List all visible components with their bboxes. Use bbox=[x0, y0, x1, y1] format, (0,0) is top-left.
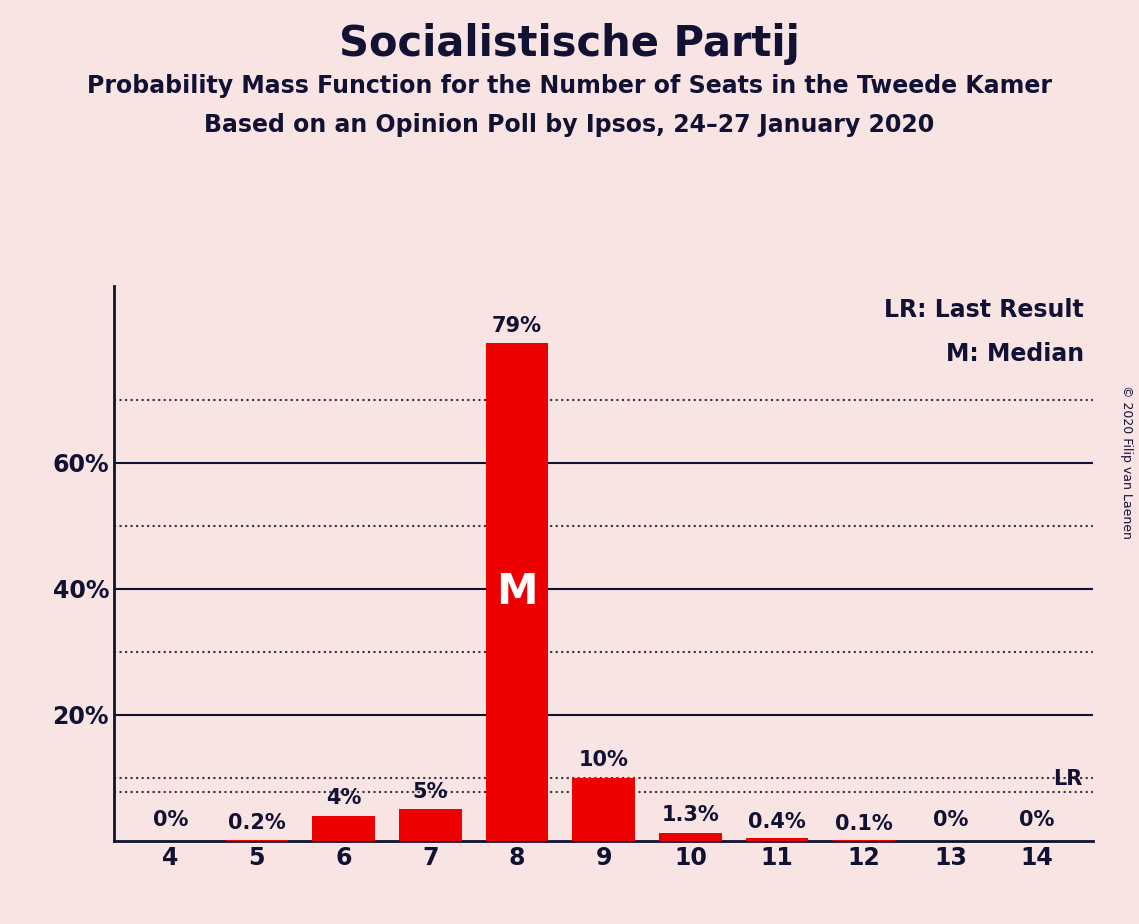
Bar bbox=[485, 343, 548, 841]
Text: 5%: 5% bbox=[412, 782, 448, 802]
Text: 0.4%: 0.4% bbox=[748, 812, 806, 832]
Text: 10%: 10% bbox=[579, 750, 629, 771]
Text: 79%: 79% bbox=[492, 316, 542, 335]
Text: 0%: 0% bbox=[933, 809, 968, 830]
Text: © 2020 Filip van Laenen: © 2020 Filip van Laenen bbox=[1121, 385, 1133, 539]
Text: 1.3%: 1.3% bbox=[662, 805, 719, 825]
Text: 4%: 4% bbox=[326, 788, 361, 808]
Text: 0.1%: 0.1% bbox=[835, 814, 893, 833]
Bar bbox=[399, 809, 461, 841]
Bar bbox=[746, 838, 809, 841]
Text: M: Median: M: Median bbox=[945, 342, 1083, 366]
Bar bbox=[573, 778, 634, 841]
Bar bbox=[226, 840, 288, 841]
Text: Socialistische Partij: Socialistische Partij bbox=[339, 23, 800, 65]
Text: Based on an Opinion Poll by Ipsos, 24–27 January 2020: Based on an Opinion Poll by Ipsos, 24–27… bbox=[204, 113, 935, 137]
Text: M: M bbox=[497, 571, 538, 613]
Bar bbox=[312, 816, 375, 841]
Bar bbox=[659, 833, 722, 841]
Text: Probability Mass Function for the Number of Seats in the Tweede Kamer: Probability Mass Function for the Number… bbox=[87, 74, 1052, 98]
Text: 0%: 0% bbox=[153, 809, 188, 830]
Text: 0.2%: 0.2% bbox=[228, 813, 286, 833]
Text: 0%: 0% bbox=[1019, 809, 1055, 830]
Text: LR: LR bbox=[1052, 769, 1082, 788]
Text: LR: Last Result: LR: Last Result bbox=[884, 298, 1083, 322]
